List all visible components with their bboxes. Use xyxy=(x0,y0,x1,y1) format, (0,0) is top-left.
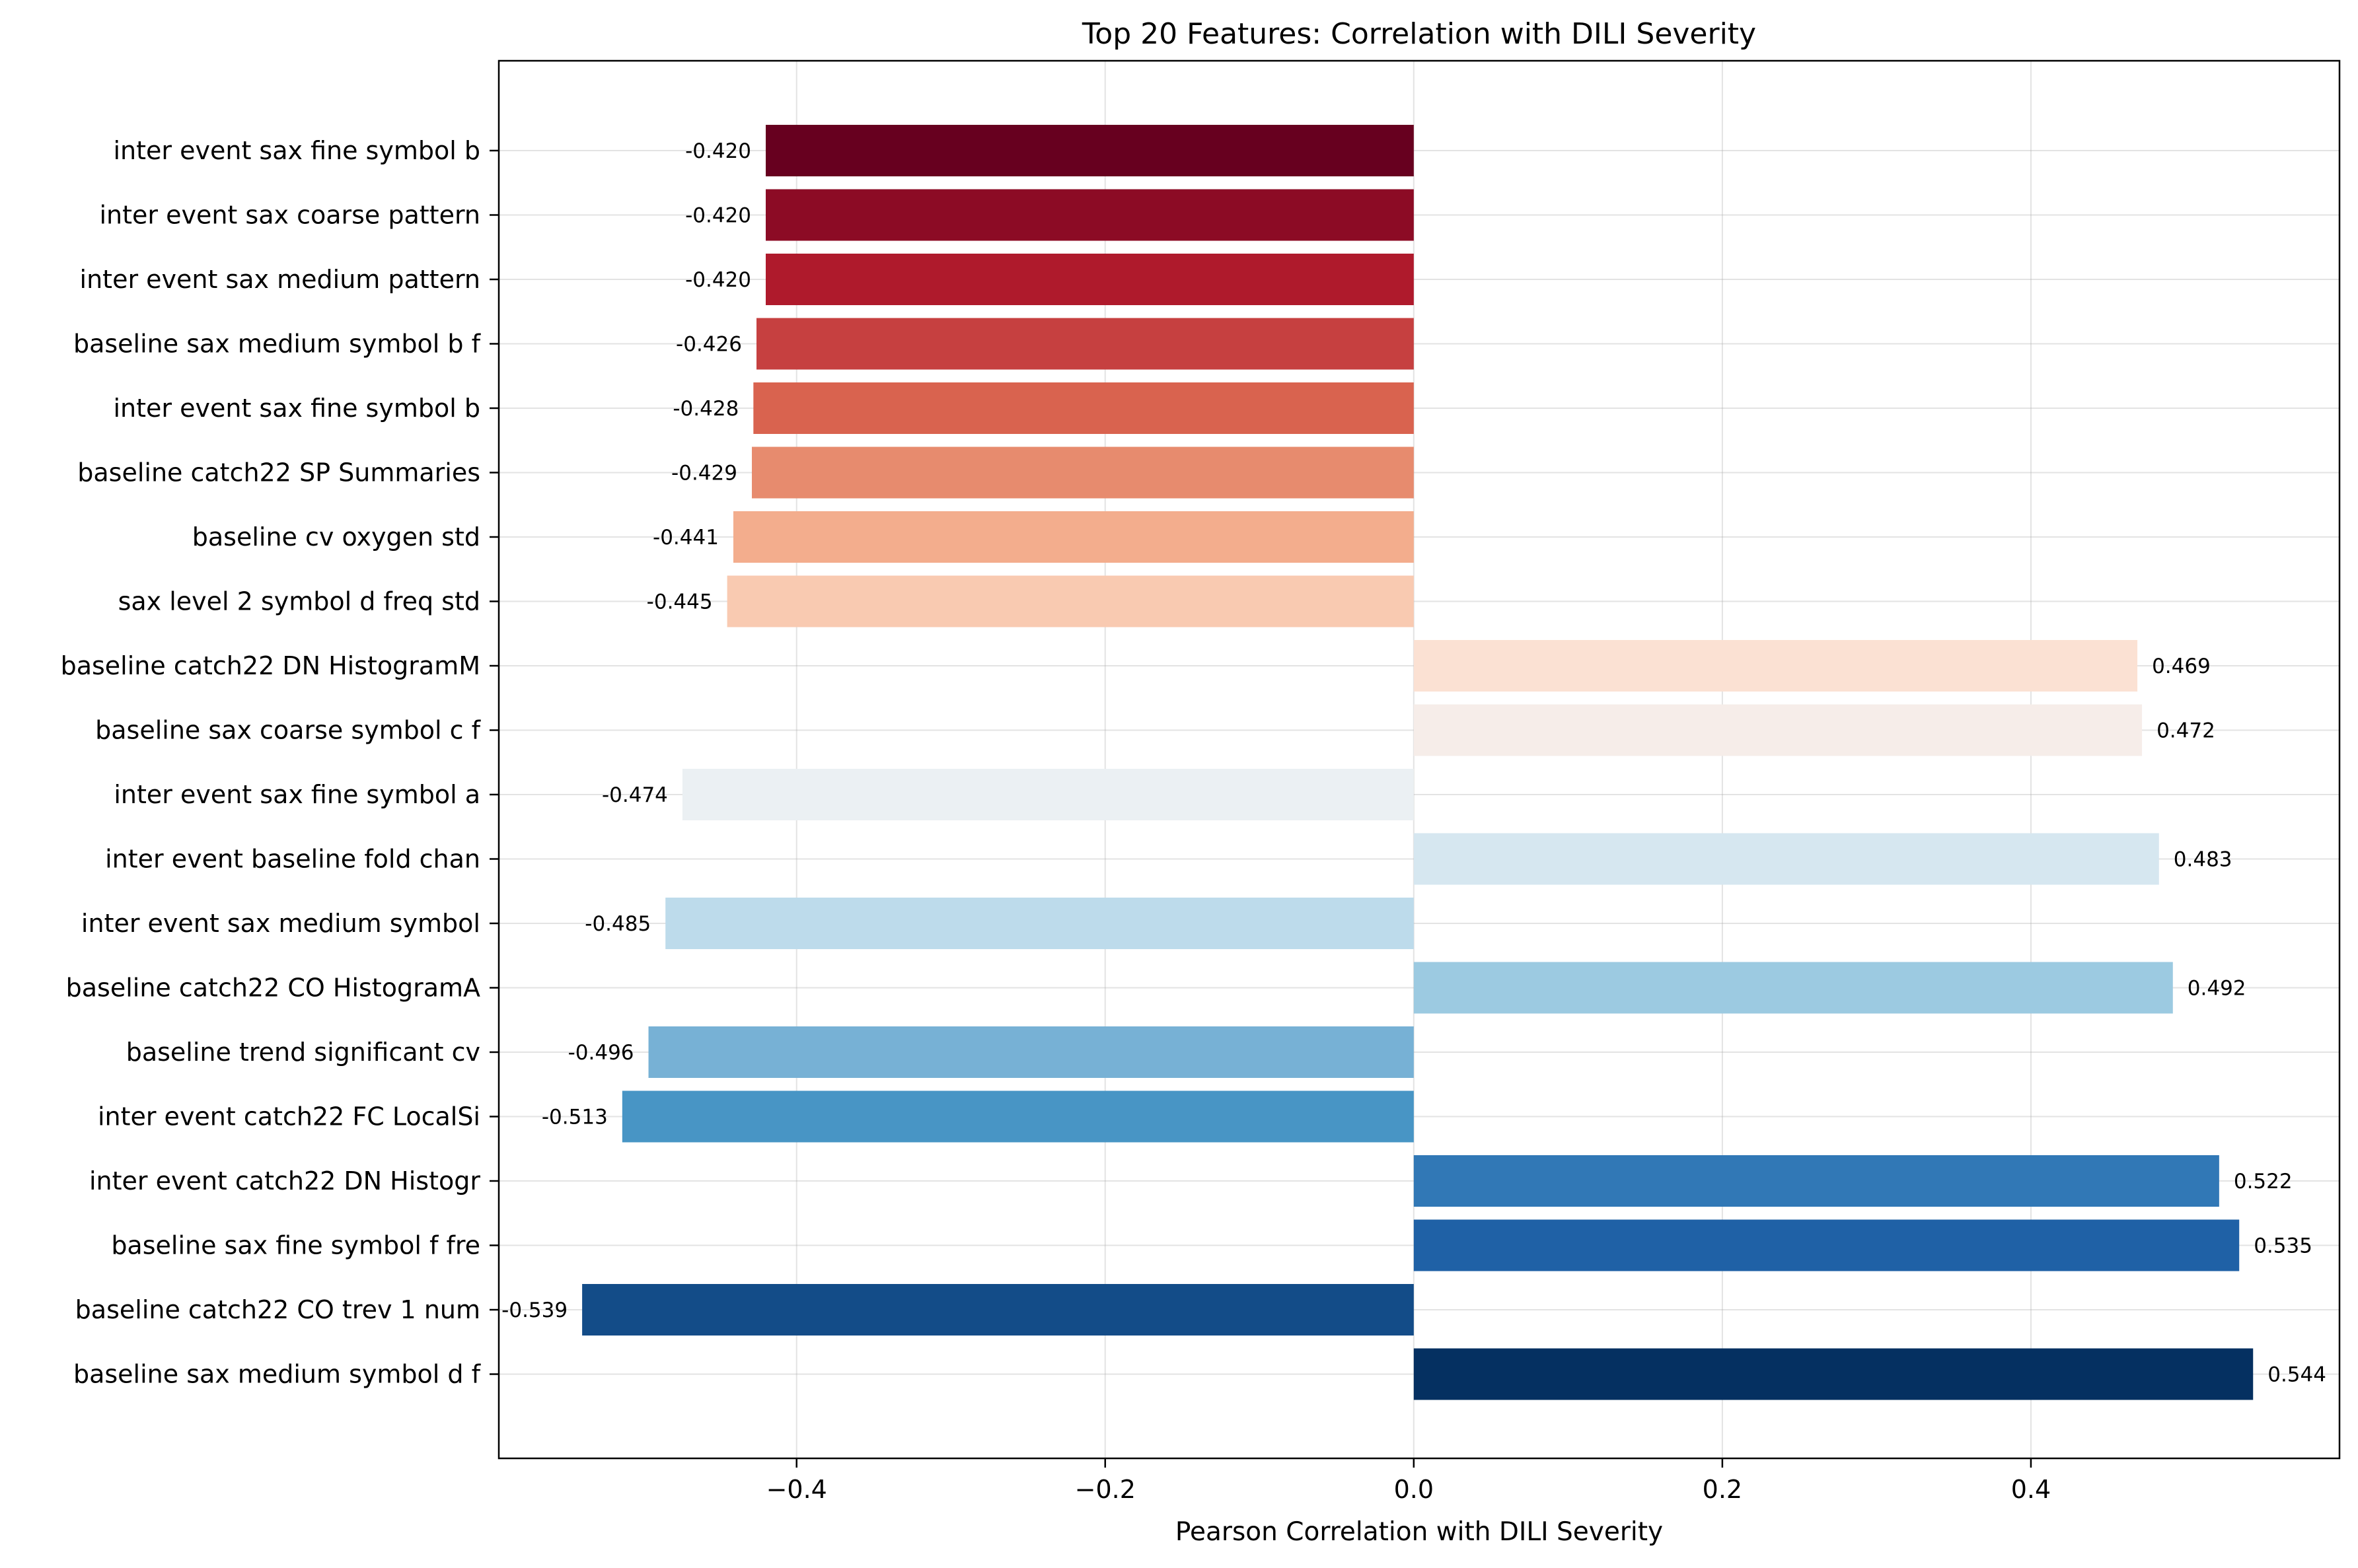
label-layer: -0.420 -0.420 -0.420 -0.426 -0.428 -0.429 -0.4… xyxy=(61,136,2326,1504)
bar-value-label: -0.429 xyxy=(671,462,737,485)
bar-value-label: 0.483 xyxy=(2174,848,2232,872)
x-tick-label: 0.2 xyxy=(1703,1475,1742,1504)
x-tick-label: 0.4 xyxy=(2011,1475,2051,1504)
bar xyxy=(1413,640,2138,692)
y-tick-label: inter event sax coarse pattern xyxy=(99,201,480,230)
y-tick-label: baseline sax medium symbol d f xyxy=(73,1360,482,1389)
x-tick-label: 0.0 xyxy=(1394,1475,1434,1504)
bar-value-label: -0.420 xyxy=(685,139,751,163)
x-tick-label: −0.2 xyxy=(1075,1475,1136,1504)
bar-value-label: -0.426 xyxy=(676,333,742,357)
bar xyxy=(1413,704,2143,756)
bar-value-label: 0.472 xyxy=(2156,719,2215,743)
tick-layer xyxy=(490,149,2032,1468)
bar-value-label: -0.513 xyxy=(542,1106,608,1129)
bar xyxy=(753,382,1414,434)
bar-value-label: 0.535 xyxy=(2254,1234,2312,1258)
y-tick-label: baseline trend significant cv xyxy=(126,1038,480,1067)
bar-value-label: -0.420 xyxy=(685,268,751,292)
bar-value-label: -0.474 xyxy=(602,783,668,807)
bar-layer xyxy=(582,125,2254,1400)
bar-value-label: 0.522 xyxy=(2234,1170,2293,1194)
bar-value-label: -0.496 xyxy=(568,1041,634,1065)
y-tick-label: inter event sax medium symbol xyxy=(81,909,480,938)
bar-value-label: -0.445 xyxy=(647,590,713,614)
bar xyxy=(1413,1348,2254,1400)
bar xyxy=(727,575,1414,627)
chart-title: Top 20 Features: Correlation with DILI S… xyxy=(1082,17,1756,51)
bar xyxy=(756,318,1414,370)
bar xyxy=(682,769,1414,820)
bar xyxy=(766,125,1414,176)
y-tick-label: inter event sax fine symbol b xyxy=(114,394,481,423)
bar xyxy=(1413,1155,2219,1207)
y-tick-label: inter event catch22 FC LocalSi xyxy=(98,1102,480,1131)
bar xyxy=(766,189,1414,241)
bar-value-label: 0.492 xyxy=(2188,977,2246,1001)
y-tick-label: baseline cv oxygen std xyxy=(192,522,480,552)
y-tick-label: inter event baseline fold chan xyxy=(105,845,480,874)
bar-value-label: -0.441 xyxy=(653,526,719,550)
x-axis-label: Pearson Correlation with DILI Severity xyxy=(1175,1517,1663,1547)
bar xyxy=(665,898,1414,949)
bar-value-label: -0.485 xyxy=(585,912,651,936)
bar-value-label: 0.469 xyxy=(2152,655,2211,678)
y-tick-label: baseline sax medium symbol b f xyxy=(73,330,482,359)
y-tick-label: baseline catch22 CO HistogramA xyxy=(66,974,480,1003)
y-tick-label: inter event sax medium pattern xyxy=(80,265,480,294)
bar xyxy=(733,511,1414,563)
x-tick-label: −0.4 xyxy=(766,1475,827,1504)
y-tick-label: baseline catch22 CO trev 1 num xyxy=(75,1295,480,1324)
bar-value-label: 0.544 xyxy=(2267,1363,2326,1387)
bar xyxy=(622,1090,1414,1143)
y-tick-label: inter event sax fine symbol b xyxy=(114,136,481,165)
bar xyxy=(766,254,1414,305)
bar xyxy=(648,1026,1414,1078)
y-tick-label: baseline catch22 SP Summaries xyxy=(77,458,480,487)
y-tick-label: baseline catch22 DN HistogramM xyxy=(61,651,480,680)
bar-value-label: -0.420 xyxy=(685,204,751,228)
y-tick-label: baseline sax fine symbol f fre xyxy=(111,1231,480,1260)
y-tick-label: inter event sax fine symbol a xyxy=(114,780,480,809)
bar xyxy=(751,446,1414,499)
y-tick-label: baseline sax coarse symbol c f xyxy=(95,716,481,745)
bar xyxy=(582,1284,1414,1336)
y-tick-label: inter event catch22 DN Histogr xyxy=(89,1166,480,1195)
bar xyxy=(1413,962,2173,1014)
bar xyxy=(1413,1219,2240,1271)
bar-value-label: -0.428 xyxy=(673,397,739,421)
bar-value-label: -0.539 xyxy=(501,1299,568,1322)
bar xyxy=(1413,833,2159,885)
plot-frame xyxy=(497,59,2341,1460)
y-tick-label: sax level 2 symbol d freq std xyxy=(118,587,480,616)
